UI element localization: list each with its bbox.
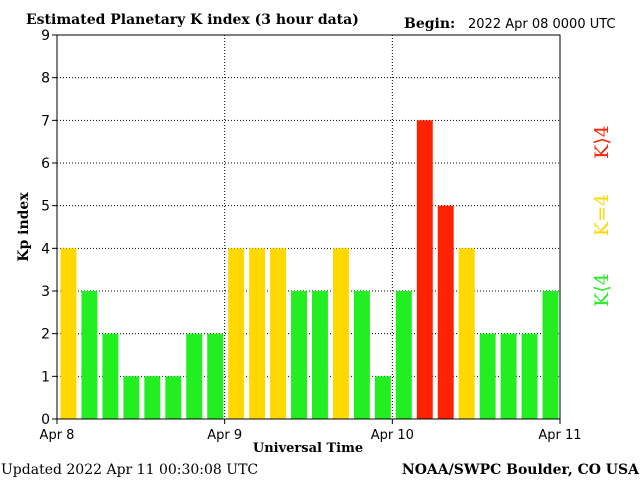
kp-bar — [186, 333, 203, 419]
y-tick-label: 1 — [41, 369, 50, 385]
kp-bar — [437, 205, 454, 419]
kp-bar — [144, 376, 161, 419]
kp-bar — [270, 248, 287, 419]
chart-title: Estimated Planetary K index (3 hour data… — [26, 12, 359, 28]
kp-bar — [542, 291, 559, 419]
x-tick-labels: Apr 8 Apr 9 Apr 10 Apr 11 — [40, 419, 582, 443]
kp-bar — [458, 248, 475, 419]
y-tick-label: 6 — [41, 156, 50, 172]
begin-value: 2022 Apr 08 0000 UTC — [468, 17, 616, 32]
bars-group — [60, 120, 559, 419]
y-tick-label: 7 — [41, 113, 50, 129]
kp-bar — [291, 291, 307, 419]
kp-bar — [228, 248, 245, 419]
kp-bar — [312, 291, 328, 419]
kp-bar — [102, 333, 119, 419]
kp-bar — [165, 376, 182, 419]
y-tick-label: 0 — [41, 412, 50, 428]
y-tick-label: 3 — [41, 284, 50, 300]
y-tick-label: 9 — [41, 28, 50, 44]
kp-bar — [353, 291, 370, 419]
y-tick-label: 5 — [41, 199, 50, 215]
kp-bar — [395, 291, 412, 419]
y-tick-label: 4 — [41, 241, 50, 257]
grid-lines — [57, 34, 560, 419]
kp-bar — [479, 333, 496, 419]
legend-entry: K⟨4 — [591, 273, 613, 307]
y-tick-labels: 0 1 2 3 4 5 6 7 8 9 — [41, 28, 57, 428]
kp-bar — [123, 376, 140, 419]
begin-label: Begin: — [404, 16, 455, 32]
kp-bar — [332, 248, 349, 419]
kp-bar — [60, 248, 77, 419]
legend-entry: K=4 — [591, 194, 613, 236]
updated-timestamp: Updated 2022 Apr 11 00:30:08 UTC — [1, 462, 258, 478]
y-axis-label: Kp index — [16, 192, 32, 262]
x-tick-label: Apr 9 — [207, 428, 242, 443]
y-tick-label: 2 — [41, 327, 50, 343]
legend: K⟨4 K=4 K⟩4 — [591, 125, 613, 307]
kp-bar — [374, 376, 391, 419]
kp-bar — [521, 333, 538, 419]
kp-bar — [249, 248, 266, 419]
x-tick-label: Apr 8 — [40, 428, 75, 443]
kp-bar — [500, 333, 517, 419]
x-axis-label: Universal Time — [253, 441, 363, 456]
source-credit: NOAA/SWPC Boulder, CO USA — [402, 462, 640, 478]
kp-bar — [81, 291, 98, 419]
x-tick-label: Apr 10 — [371, 428, 414, 443]
kp-bar — [416, 120, 433, 419]
kp-bar — [207, 333, 224, 419]
x-tick-label: Apr 11 — [538, 428, 581, 443]
plot-frame — [56, 34, 561, 420]
legend-entry: K⟩4 — [591, 125, 613, 159]
y-tick-label: 8 — [41, 71, 50, 87]
